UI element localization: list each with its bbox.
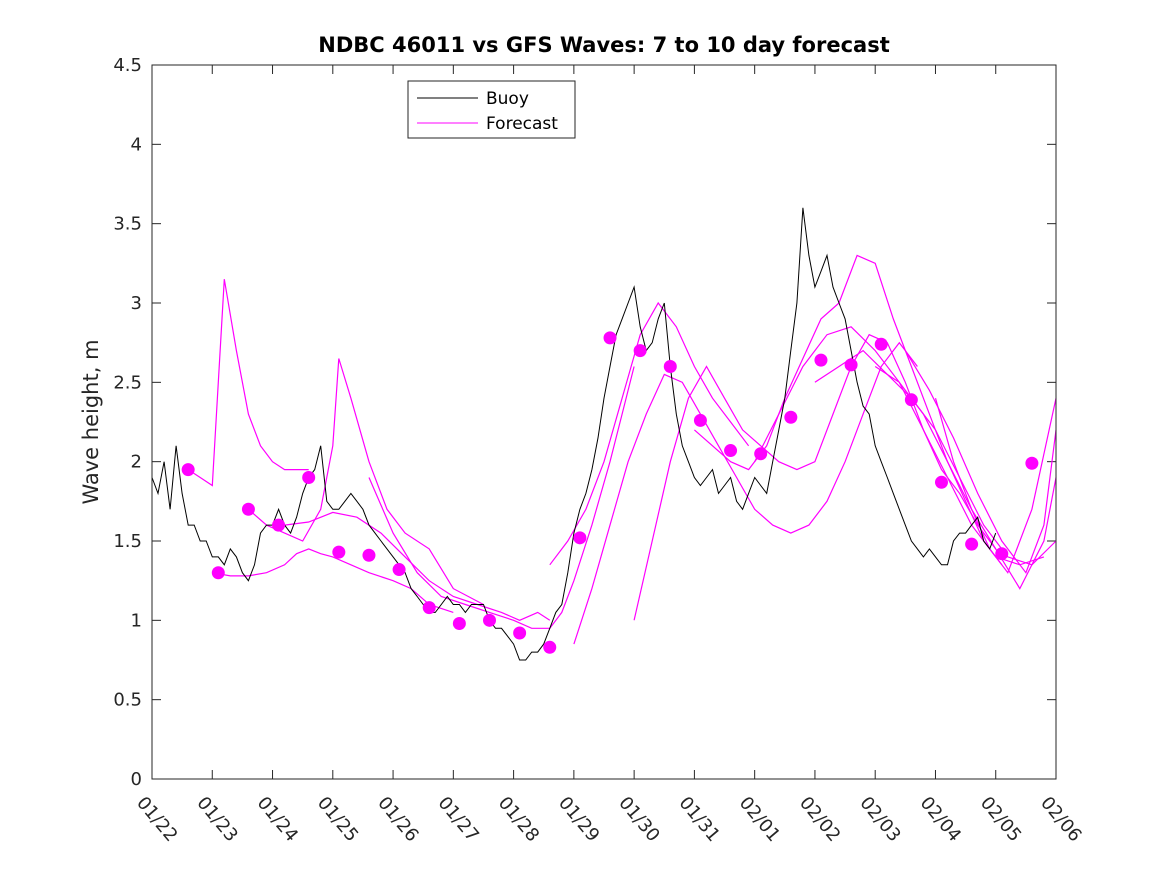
forecast-marker	[181, 463, 195, 477]
forecast-marker	[332, 545, 346, 559]
forecast-marker	[754, 447, 768, 461]
forecast-marker	[452, 617, 466, 631]
forecast-marker	[904, 393, 918, 407]
forecast-line-7	[573, 341, 918, 645]
forecast-marker	[995, 547, 1009, 561]
y-tick-label: 2	[131, 452, 142, 473]
y-tick-label: 3	[131, 293, 142, 314]
forecast-marker	[362, 548, 376, 562]
forecast-marker	[633, 344, 647, 358]
forecast-marker	[874, 337, 888, 351]
chart-title: NDBC 46011 vs GFS Waves: 7 to 10 day for…	[318, 33, 889, 57]
forecast-marker	[663, 359, 677, 373]
forecast-line-13	[904, 350, 1057, 574]
forecast-marker	[392, 563, 406, 577]
y-tick-label: 1.5	[113, 531, 142, 552]
plot-frame	[151, 64, 1057, 780]
forecast-marker	[302, 471, 316, 485]
forecast-marker	[724, 444, 738, 458]
y-tick-label: 0.5	[113, 690, 142, 711]
forecast-markers	[181, 331, 1039, 654]
forecast-marker	[272, 518, 286, 532]
forecast-marker	[573, 531, 587, 545]
forecast-marker	[241, 502, 255, 516]
forecast-marker	[1025, 456, 1039, 470]
forecast-marker	[211, 566, 225, 580]
forecast-line-4	[284, 511, 551, 621]
forecast-line-1	[187, 279, 309, 487]
forecast-line-6	[549, 301, 750, 566]
forecast-marker	[934, 475, 948, 489]
forecast-marker	[513, 626, 527, 640]
y-tick-label: 4.5	[113, 55, 142, 76]
legend-forecast-label: Forecast	[486, 114, 558, 134]
forecast-marker	[543, 640, 557, 654]
buoy-series	[151, 207, 997, 661]
buoy-line	[151, 207, 997, 661]
forecast-marker	[784, 410, 798, 424]
forecast-series	[187, 254, 1057, 645]
forecast-line-2	[212, 548, 454, 613]
legend-buoy-label: Buoy	[486, 89, 529, 109]
plot-area	[152, 65, 1056, 779]
y-tick-label: 0	[131, 769, 142, 790]
legend-box	[407, 80, 576, 139]
forecast-marker	[814, 353, 828, 367]
y-axis-label: Wave height, m	[79, 339, 103, 504]
forecast-marker	[422, 601, 436, 615]
forecast-line-8	[633, 333, 997, 621]
forecast-marker	[693, 413, 707, 427]
legend: Buoy Forecast	[407, 80, 576, 139]
forecast-line-3	[248, 358, 484, 606]
forecast-line-5	[368, 366, 635, 629]
forecast-marker	[965, 537, 979, 551]
y-tick-label: 2.5	[113, 372, 142, 393]
forecast-marker	[482, 613, 496, 627]
y-tick-label: 3.5	[113, 214, 142, 235]
forecast-marker	[844, 358, 858, 372]
forecast-marker	[603, 331, 617, 345]
y-tick-label: 4	[131, 134, 142, 155]
y-tick-label: 1	[131, 610, 142, 631]
